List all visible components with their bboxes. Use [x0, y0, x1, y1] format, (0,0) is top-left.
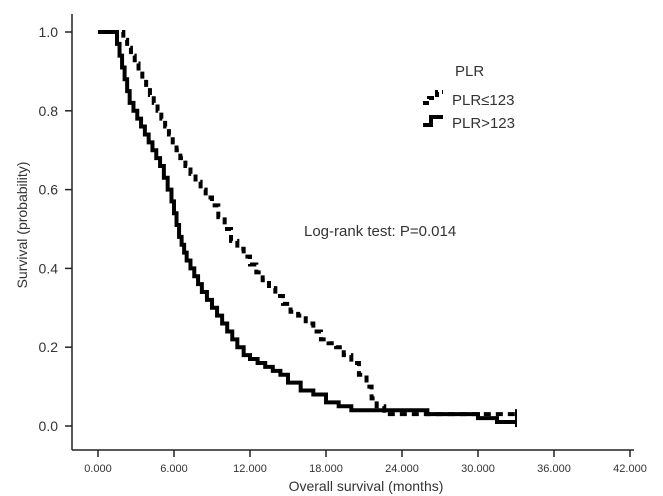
y-tick-label: 0.2 — [39, 339, 59, 355]
x-tick-label: 12.000 — [233, 463, 267, 475]
x-tick-label: 6.000 — [160, 463, 188, 475]
x-tick-label: 0.000 — [84, 463, 112, 475]
series-layer — [98, 30, 517, 428]
x-tick-label: 18.000 — [309, 463, 343, 475]
x-ticks: 0.000 6.000 12.000 18.000 24.000 30.000 36.000… — [84, 450, 647, 475]
series-line-plr-gt-123 — [98, 30, 516, 425]
y-axis-title: Survival (probability) — [14, 162, 30, 289]
y-tick-label: 0.0 — [39, 418, 59, 434]
x-tick-label: 36.000 — [537, 463, 571, 475]
legend: PLR PLR≤123 PLR>123 — [423, 63, 515, 132]
series-line-plr-le-123 — [98, 30, 516, 417]
y-tick-label: 0.6 — [39, 182, 59, 198]
legend-swatch-plr-le-123 — [423, 90, 443, 105]
axes — [71, 14, 634, 451]
x-tick-label: 24.000 — [385, 463, 419, 475]
legend-label-plr-gt-123: PLR>123 — [452, 115, 515, 132]
y-tick-label: 0.8 — [39, 103, 59, 119]
x-tick-label: 30.000 — [461, 463, 495, 475]
x-tick-label: 42.000 — [613, 463, 647, 475]
annotation-logrank: Log-rank test: P=0.014 — [304, 223, 456, 240]
legend-swatch-plr-gt-123 — [423, 115, 443, 127]
legend-label-plr-le-123: PLR≤123 — [452, 92, 514, 109]
y-ticks: 0.0 0.2 0.4 0.6 0.8 1.0 — [39, 24, 72, 434]
x-axis-title: Overall survival (months) — [289, 478, 444, 494]
y-tick-label: 0.4 — [39, 260, 59, 276]
legend-title: PLR — [455, 63, 484, 80]
y-tick-label: 1.0 — [39, 24, 59, 40]
